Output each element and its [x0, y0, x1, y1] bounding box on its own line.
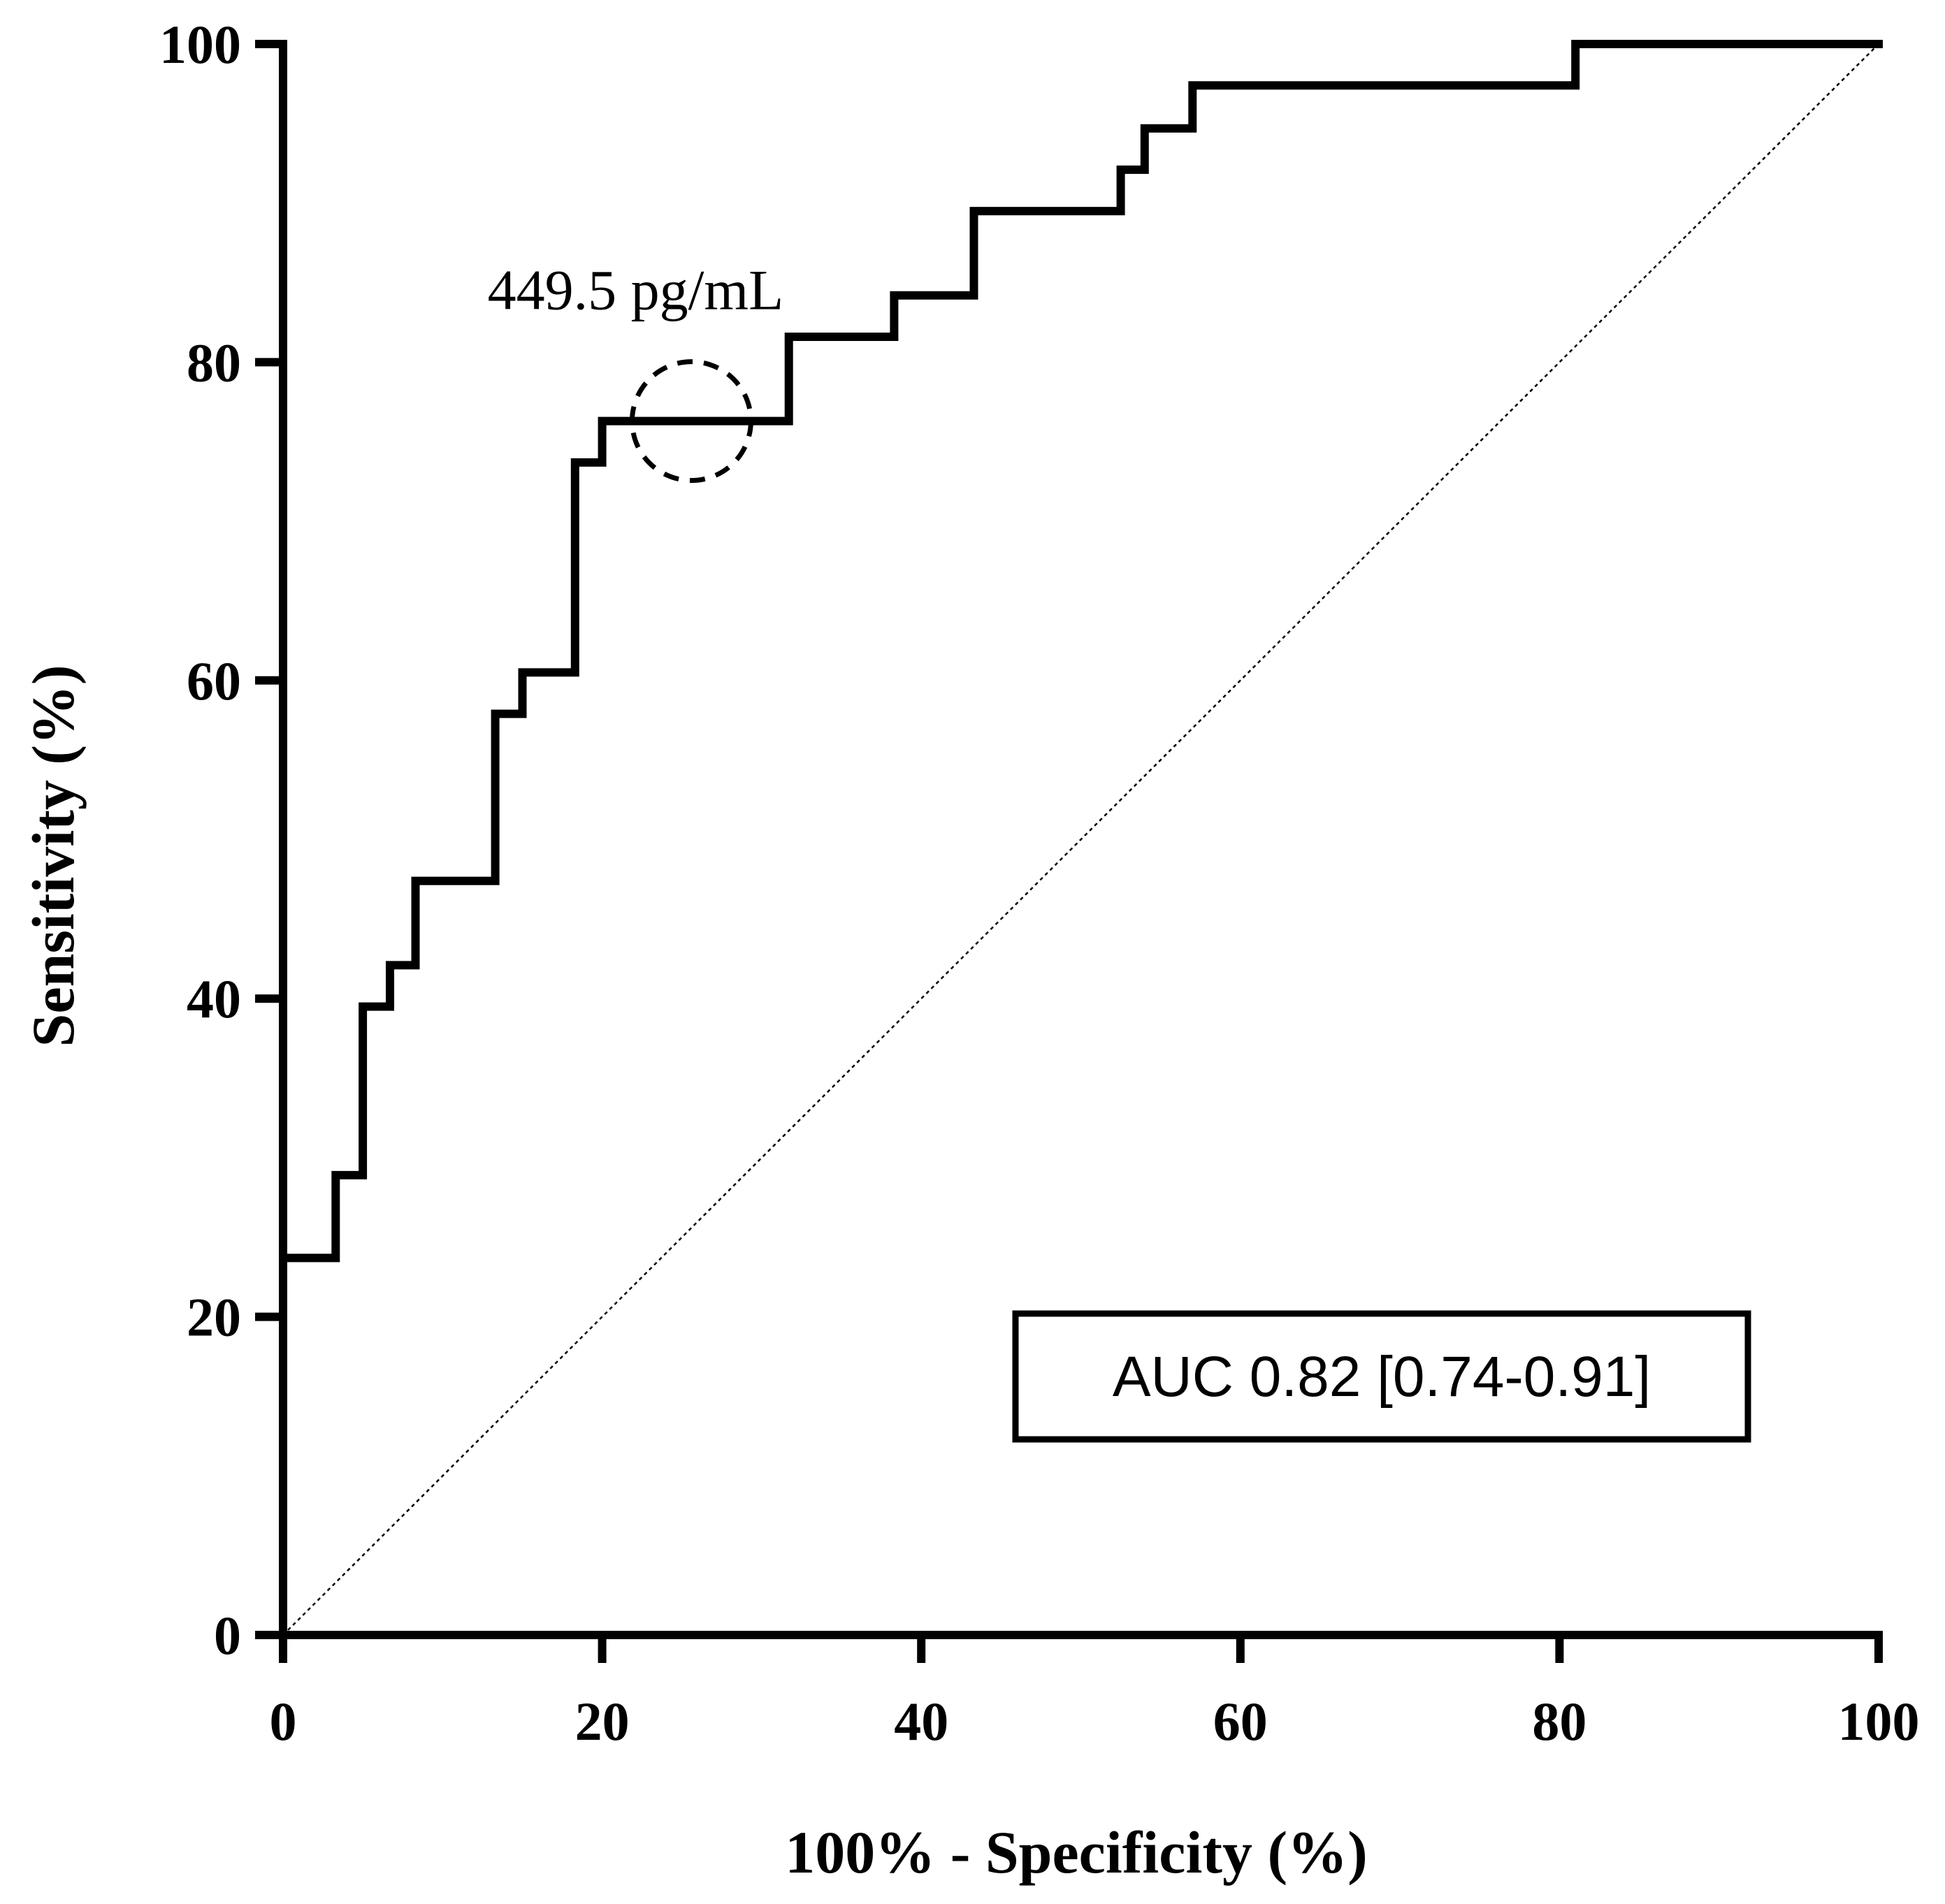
- y-tick-label-40: 40: [187, 968, 241, 1029]
- x-axis-title: 100% - Specificity (%): [785, 1819, 1368, 1886]
- y-tick-label-20: 20: [187, 1287, 241, 1348]
- y-tick-label-100: 100: [159, 14, 241, 75]
- x-tick-label-80: 80: [1532, 1691, 1586, 1752]
- x-tick-label-60: 60: [1213, 1691, 1268, 1752]
- cutoff-marker: [629, 359, 753, 484]
- y-tick-label-80: 80: [187, 332, 241, 393]
- reference-diagonal-line: [282, 43, 1879, 1636]
- x-tick-label-0: 0: [270, 1691, 297, 1752]
- x-tick-label-20: 20: [575, 1691, 630, 1752]
- roc-curve-line: [279, 40, 1883, 1639]
- y-axis-title: Sensitivity (%): [20, 664, 87, 1047]
- cutoff-label: 449.5 pg/mL: [488, 259, 784, 322]
- auc-label: AUC 0.82 [0.74-0.91]: [1113, 1345, 1651, 1409]
- y-tick-label-0: 0: [214, 1605, 241, 1666]
- x-tick-label-40: 40: [894, 1691, 948, 1752]
- auc-box: [1012, 1310, 1751, 1443]
- plot-area: [279, 40, 1883, 1639]
- y-tick-label-60: 60: [187, 651, 241, 711]
- x-tick-label-100: 100: [1838, 1691, 1920, 1752]
- axes: 0 20 40 60 80 100 0 20 40 60 80 100: [159, 14, 1920, 1752]
